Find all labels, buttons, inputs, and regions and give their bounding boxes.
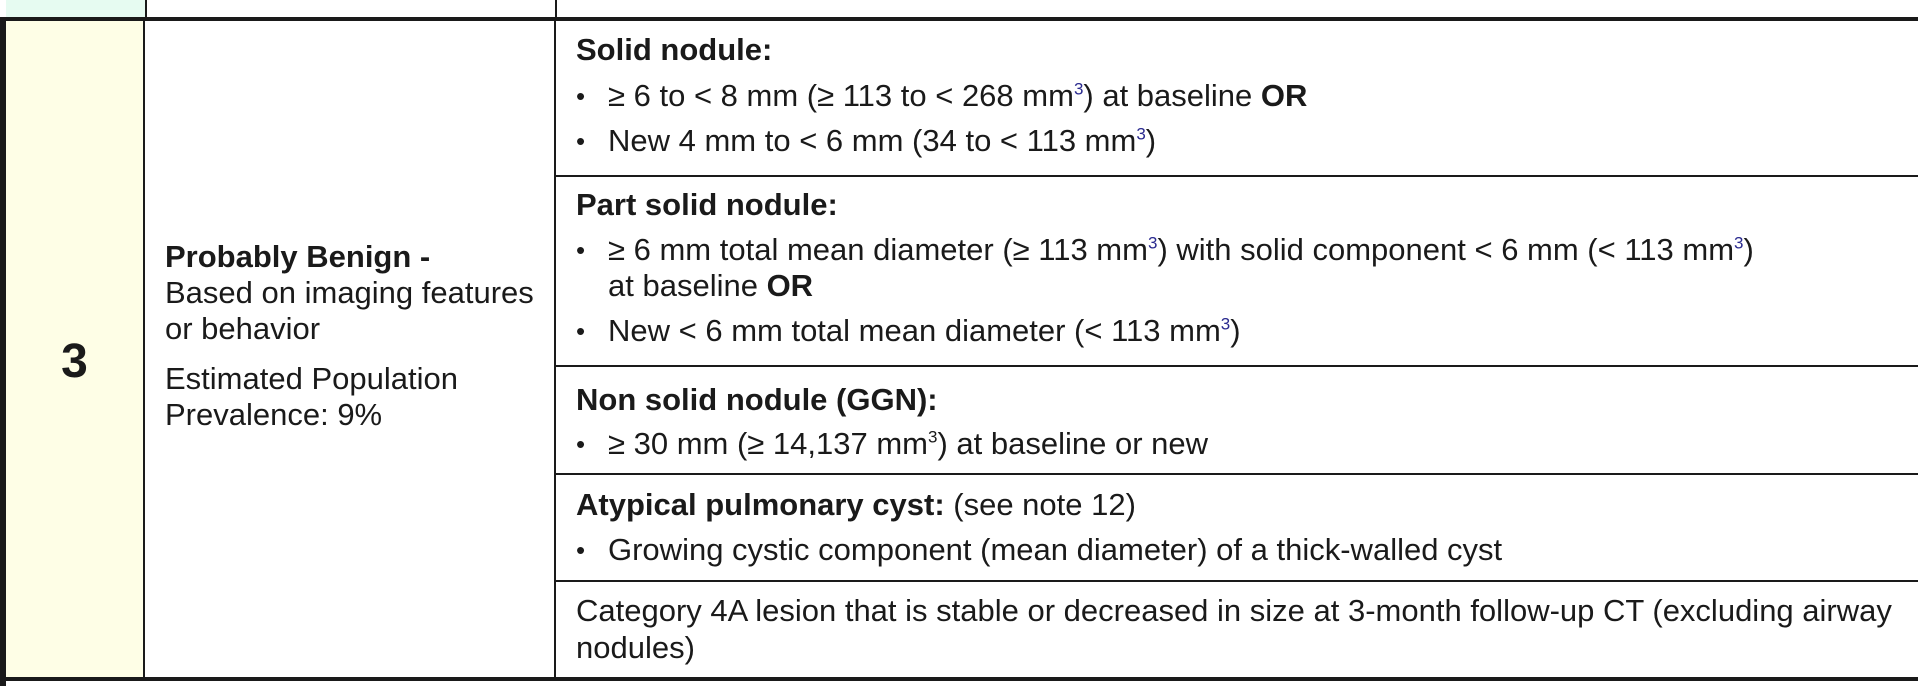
- section-atypical-cyst: Atypical pulmonary cyst: (see note 12) •…: [556, 475, 1918, 582]
- section-category-4a: Category 4A lesion that is stable or dec…: [556, 582, 1918, 677]
- category-number: 3: [61, 334, 88, 388]
- bullet-icon: •: [576, 535, 586, 565]
- list-item: • ≥ 30 mm (≥ 14,137 mm3) at baseline or n…: [576, 426, 1209, 461]
- section-solid-nodule: Solid nodule: • ≥ 6 to < 8 mm (≥ 113 to <…: [556, 21, 1918, 177]
- section-part-solid-nodule: Part solid nodule: • ≥ 6 mm total mean di…: [556, 177, 1918, 367]
- list-item: • ≥ 6 to < 8 mm (≥ 113 to < 268 mm3) at b…: [576, 78, 1308, 113]
- section-heading: Non solid nodule (GGN):: [576, 382, 938, 417]
- bullet-icon: •: [576, 81, 586, 111]
- column-divider: [555, 0, 557, 17]
- bullet-icon: •: [576, 429, 586, 459]
- category-cell: 3: [6, 21, 145, 677]
- category-4a-text: Category 4A lesion that is stable or dec…: [576, 593, 1892, 665]
- findings-column: Solid nodule: • ≥ 6 to < 8 mm (≥ 113 to <…: [556, 21, 1918, 677]
- list-item: • New 4 mm to < 6 mm (34 to < 113 mm3): [576, 123, 1157, 158]
- bullet-icon: •: [576, 316, 586, 346]
- section-heading: Part solid nodule:: [576, 187, 838, 222]
- row-top-border: [0, 17, 1918, 21]
- section-heading: Atypical pulmonary cyst: (see note 12): [576, 487, 1136, 522]
- bullet-icon: •: [576, 126, 586, 156]
- section-heading: Solid nodule:: [576, 32, 773, 67]
- previous-row-fragment: [6, 0, 1918, 17]
- list-item: • ≥ 6 mm total mean diameter (≥ 113 mm3) …: [576, 232, 1754, 303]
- section-non-solid-nodule: Non solid nodule (GGN): • ≥ 30 mm (≥ 14,1…: [556, 367, 1918, 475]
- bullet-icon: •: [576, 235, 586, 265]
- list-item: • New < 6 mm total mean diameter (< 113 m…: [576, 313, 1241, 348]
- category-title: Probably Benign -: [165, 239, 431, 274]
- category-prevalence: Estimated Population Prevalence: 9%: [165, 361, 458, 432]
- previous-category-cell: [6, 0, 145, 17]
- column-divider: [145, 0, 147, 17]
- row-bottom-border: [0, 677, 1918, 681]
- table-left-border: [0, 17, 6, 686]
- category-subtitle: Based on imaging features or behavior: [165, 275, 534, 346]
- description-cell: Probably Benign - Based on imaging featu…: [145, 21, 556, 677]
- list-item: • Growing cystic component (mean diameter…: [576, 532, 1503, 567]
